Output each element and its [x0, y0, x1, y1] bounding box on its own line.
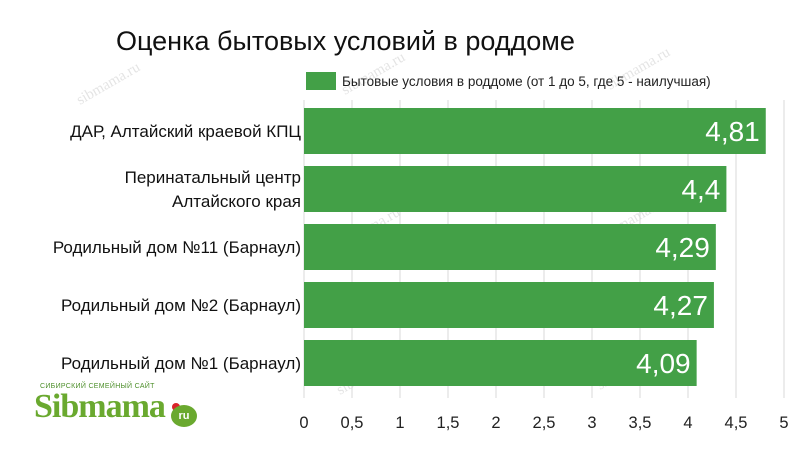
- tick-label: 4,5: [725, 414, 748, 432]
- category-label: Родильный дом №11 (Барнаул): [53, 238, 301, 257]
- watermark-text: sibmama.ru: [74, 59, 143, 108]
- logo-ru-badge: ru: [171, 405, 197, 427]
- legend-label: Бытовые условия в роддоме (от 1 до 5, гд…: [342, 74, 711, 89]
- category-label: ДАР, Алтайский краевой КПЦ: [70, 122, 301, 141]
- tick-label: 4: [683, 414, 692, 432]
- bar: [304, 224, 716, 270]
- category-labels: ДАР, Алтайский краевой КПЦ Перинатальный …: [53, 122, 302, 373]
- data-label: 4,09: [636, 348, 691, 379]
- bar: [304, 166, 727, 212]
- data-label: 4,81: [705, 116, 760, 147]
- tick-label: 1: [395, 414, 404, 432]
- tick-label: 3,5: [629, 414, 652, 432]
- tick-label: 1,5: [437, 414, 460, 432]
- data-labels: 4,81 4,4 4,29 4,27 4,09: [636, 116, 760, 379]
- chart-title: Оценка бытовых условий в роддоме: [116, 26, 575, 56]
- x-axis-tick-labels: 0 0,5 1 1,5 2 2,5 3 3,5 4 4,5 5: [299, 414, 788, 432]
- category-label: Алтайского края: [172, 192, 301, 211]
- logo-tagline: СИБИРСКИЙ СЕМЕЙНЫЙ САЙТ: [40, 383, 155, 390]
- tick-label: 0: [299, 414, 308, 432]
- tick-label: 5: [779, 414, 788, 432]
- sibmama-logo: СИБИРСКИЙ СЕМЕЙНЫЙ САЙТ Sibmama ru: [30, 383, 205, 433]
- bar: [304, 340, 697, 386]
- data-label: 4,29: [655, 232, 710, 263]
- data-label: 4,4: [681, 174, 720, 205]
- category-label: Перинатальный центр: [125, 168, 301, 187]
- category-label: Родильный дом №1 (Барнаул): [61, 354, 301, 373]
- bar: [304, 282, 714, 328]
- legend: Бытовые условия в роддоме (от 1 до 5, гд…: [306, 72, 711, 90]
- bars: [304, 108, 766, 386]
- logo-wordmark: Sibmama: [34, 388, 166, 425]
- data-label: 4,27: [653, 290, 708, 321]
- tick-label: 3: [587, 414, 596, 432]
- legend-swatch: [306, 72, 336, 90]
- category-label: Родильный дом №2 (Барнаул): [61, 296, 301, 315]
- bar: [304, 108, 766, 154]
- tick-label: 2: [491, 414, 500, 432]
- tick-label: 2,5: [533, 414, 556, 432]
- tick-label: 0,5: [341, 414, 364, 432]
